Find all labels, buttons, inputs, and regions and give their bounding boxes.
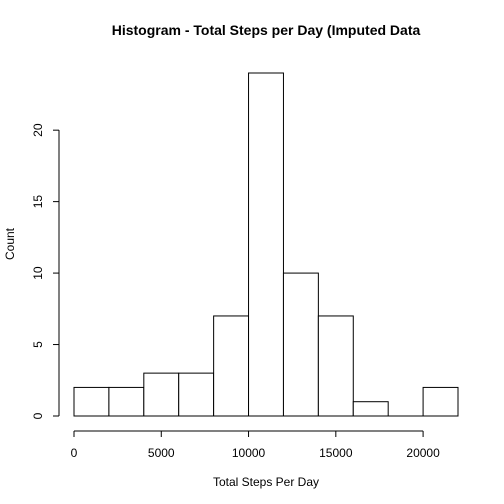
y-tick-label: 5	[31, 341, 45, 348]
histogram-bar	[143, 372, 180, 417]
y-tick-label: 15	[31, 195, 45, 209]
x-tick-label: 15000	[319, 446, 353, 460]
histogram-bar	[248, 72, 284, 417]
chart-title: Histogram - Total Steps per Day (Imputed…	[112, 22, 421, 38]
x-axis-label: Total Steps Per Day	[213, 475, 319, 489]
histogram-bar	[213, 315, 250, 417]
y-axis: 0 5 10 15 20	[31, 123, 60, 419]
x-tick-label: 5000	[148, 446, 175, 460]
histogram-bar	[108, 386, 145, 417]
y-tick-label: 20	[31, 123, 45, 137]
y-tick-label: 10	[31, 266, 45, 280]
x-tick-label: 20000	[406, 446, 440, 460]
histogram-bar	[317, 315, 354, 417]
y-axis-label: Count	[3, 227, 17, 260]
histogram-bar	[282, 272, 319, 417]
y-tick-label: 0	[31, 412, 45, 419]
histogram-bar	[178, 372, 215, 417]
histogram-bar	[352, 401, 389, 417]
histogram-bar	[73, 386, 110, 417]
bars-group	[73, 72, 459, 417]
x-axis: 0 5000 10000 15000 20000	[71, 430, 440, 460]
x-tick-label: 0	[71, 446, 78, 460]
histogram-bar	[422, 386, 459, 417]
x-tick-label: 10000	[232, 446, 266, 460]
